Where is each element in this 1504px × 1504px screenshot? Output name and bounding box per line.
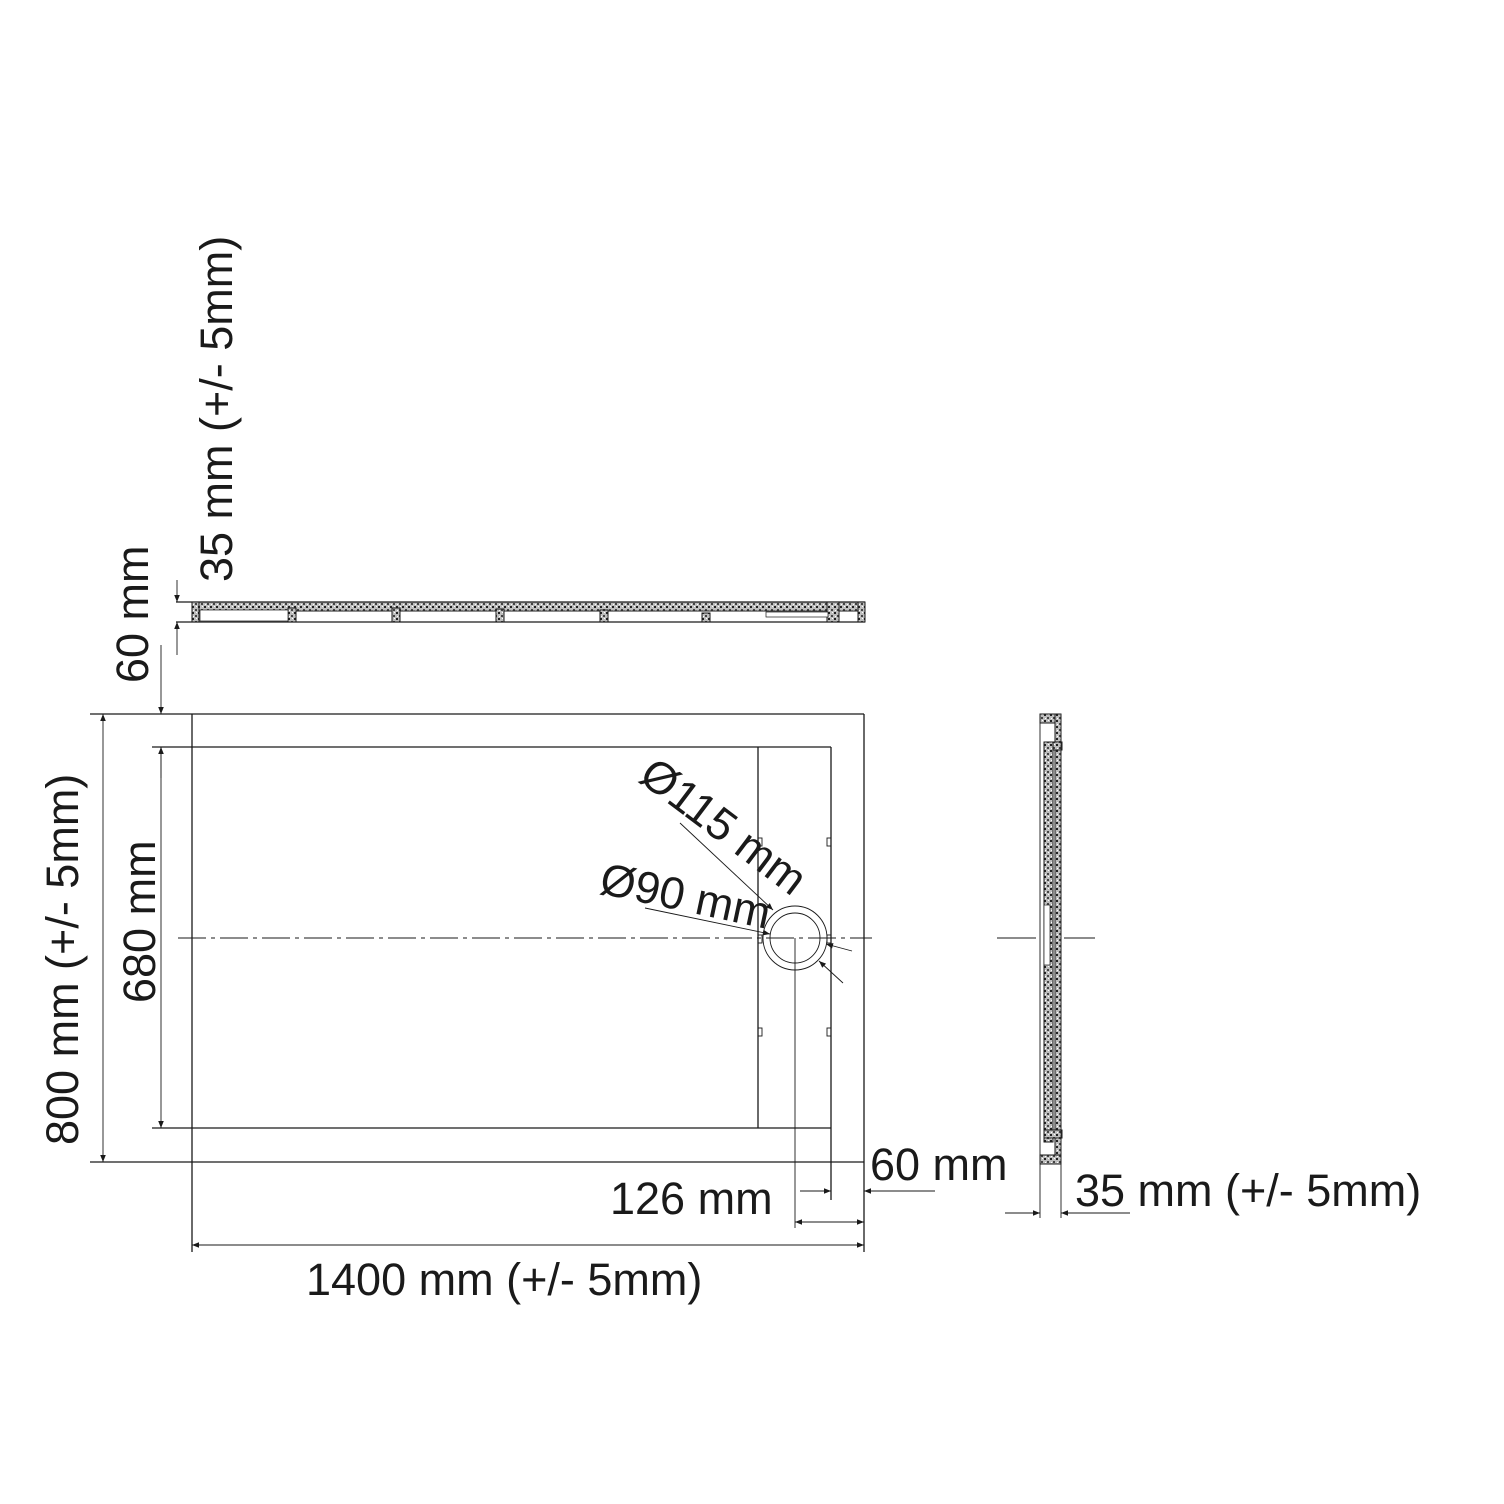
total-height-label: 60 mm — [107, 545, 158, 683]
rim-height-label: 35 mm (+/- 5mm) — [191, 236, 242, 582]
width-overall-label: 800 mm (+/- 5mm) — [37, 774, 88, 1145]
rim-height-dimension: 35 mm (+/- 5mm) 60 mm — [107, 236, 242, 778]
length-overall-label: 1400 mm (+/- 5mm) — [306, 1254, 702, 1305]
rim-side-label: 60 mm — [870, 1139, 1008, 1190]
plan-view — [90, 713, 872, 1252]
cross-section-profile: 35 mm (+/- 5mm) — [997, 713, 1421, 1218]
drain-dimensions: Ø115 mm Ø90 mm — [596, 747, 853, 984]
side-thickness-label: 35 mm (+/- 5mm) — [1075, 1165, 1421, 1216]
width-dimensions: 800 mm (+/- 5mm) 680 mm — [37, 714, 165, 1162]
long-section-profile — [176, 601, 866, 623]
length-dimensions: 1400 mm (+/- 5mm) 126 mm 60 mm — [192, 1139, 1008, 1305]
width-inner-label: 680 mm — [114, 840, 165, 1003]
drain-offset-label: 126 mm — [610, 1173, 773, 1224]
